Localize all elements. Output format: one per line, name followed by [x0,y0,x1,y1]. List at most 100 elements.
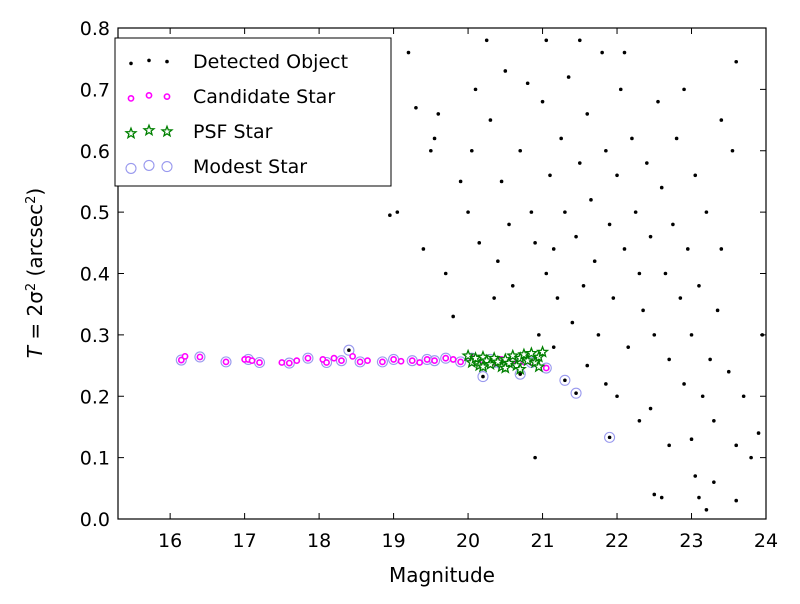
psf-star-point [461,348,475,362]
detected-object-point [685,247,690,251]
psf-star-point [506,348,520,362]
detected-object-point [540,99,545,104]
detected-object-point [730,148,735,153]
y-axis-label-eq: = 2σ [23,291,47,346]
y-tick-label: 0.6 [80,141,110,163]
detected-object-point [693,474,698,478]
detected-object-point [667,357,671,362]
candidate-star-point [181,352,189,360]
y-tick-label: 0.3 [80,325,110,347]
detected-object-point [395,210,400,214]
detected-object-point [663,271,668,276]
detected-object-point [477,241,482,245]
detected-object-point [466,210,470,214]
detected-object-point [611,296,616,300]
detected-object-point [756,431,761,435]
detected-object-point [659,495,664,500]
detected-object-point [469,148,474,153]
candidate-star-point [248,357,256,365]
detected-object-point [734,443,739,448]
detected-object-point [615,394,619,399]
x-axis-label: Magnitude [389,563,495,587]
detected-object-point [574,391,578,395]
detected-object-point [645,161,649,165]
legend-label-psf: PSF Star [193,121,273,143]
detected-object-point [533,455,537,460]
legend-label-detected: Detected Object [193,51,348,73]
detected-object-point [548,173,552,178]
detected-object-point [414,105,418,110]
detected-object-point [682,382,686,386]
legend-label-candidate: Candidate Star [193,86,335,108]
legend-marker-detected-object [129,61,133,66]
y-axis-label-sup2: 2 [24,196,39,204]
detected-object-point [734,59,739,64]
detected-object-point [719,118,724,122]
detected-object-point [473,87,478,92]
modest-star-point [455,356,467,368]
detected-object-point [626,345,631,349]
detected-object-point [689,333,694,337]
detected-object-point [604,382,608,386]
detected-object-point [574,234,578,239]
modest-star-point [175,354,187,366]
detected-object-point [704,507,709,512]
legend-marker-psf-star [160,124,174,138]
x-tick-label: 23 [679,530,703,552]
modest-star-point [194,351,206,363]
detected-object-point [749,455,753,460]
detected-object-point [641,308,645,313]
x-tick-label: 16 [158,530,182,552]
detected-object-point [589,198,593,202]
psf-star-point [535,345,550,358]
detected-object-point [510,283,515,288]
x-tick-label: 22 [605,530,629,552]
modest-star-point [376,356,388,368]
detected-object-point [537,333,541,337]
candidate-star-point [338,357,345,365]
candidate-star-point [323,359,330,366]
x-tick-label: 21 [530,530,554,552]
detected-object-point [507,222,511,227]
detected-object-point [618,87,623,92]
candidate-star-point [397,357,405,365]
detected-object-point [436,112,441,116]
detected-object-point [652,492,657,497]
candidate-star-point [542,364,550,372]
psf-star-point [498,360,513,374]
y-axis-label: T = 2σ2 (arcsec2) [23,188,47,358]
detected-object-point [704,210,709,214]
detected-object-point [693,173,698,178]
y-axis-label-sup1: 2 [24,283,39,291]
detected-object-point [544,271,549,276]
ticks-layer: 16 17 18 19 20 21 22 23 24 0.0 0.1 0.2 0.3 0.4 0.5 0.6 0… [80,18,778,552]
detected-object-point [667,443,671,448]
detected-object-point [432,136,437,141]
detected-object-point [566,75,571,79]
legend: Detected Object Candidate Star PSF Star … [114,37,392,187]
candidate-star-point [304,354,312,362]
detected-object-point [421,247,426,251]
detected-object-point [388,213,392,217]
detected-object-point [592,259,597,264]
y-axis-label-open: (arcsec [23,204,47,283]
detected-object-point [633,210,638,214]
detected-object-point [712,480,716,484]
legend-marker-psf-star [124,126,138,140]
detected-object-point [659,185,664,190]
psf-star-point [513,362,527,375]
candidate-star-point [408,357,416,365]
detected-object-point [451,314,455,319]
detected-object-point [697,283,701,288]
y-axis-label-close: ) [23,188,47,196]
y-tick-label: 0.0 [80,509,110,531]
detected-object-point [518,148,523,153]
detected-object-point [719,247,724,251]
y-tick-label: 0.2 [80,386,110,408]
legend-marker-detected-object [165,59,169,64]
detected-object-point [708,357,712,362]
detected-object-point [648,234,653,239]
detected-object-point [529,210,534,214]
detected-object-point [689,437,694,442]
detected-object-point [700,394,705,399]
